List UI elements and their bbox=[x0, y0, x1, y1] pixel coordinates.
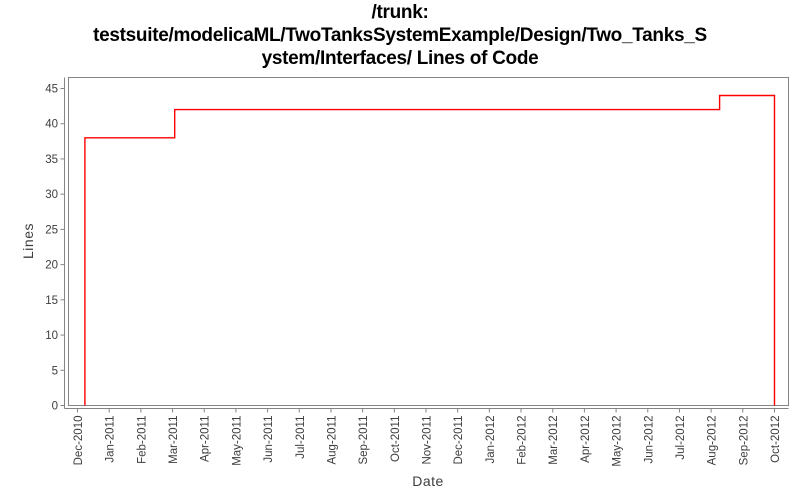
x-tick-label: Feb-2011 bbox=[136, 416, 148, 464]
x-tick-label: Dec-2011 bbox=[453, 416, 465, 465]
x-tick-label: Sep-2012 bbox=[738, 416, 750, 466]
x-tick-label: Mar-2012 bbox=[548, 416, 560, 465]
y-tick-label: 0 bbox=[52, 401, 58, 413]
x-tick-label: Oct-2012 bbox=[770, 416, 782, 463]
series-line bbox=[84, 94, 776, 406]
x-tick-label: Jan-2012 bbox=[485, 416, 497, 464]
x-tick-label: May-2012 bbox=[612, 416, 624, 467]
y-axis-ticks: 0 5 10 15 20 25 30 35 40 45 bbox=[45, 84, 65, 413]
x-tick-label: Apr-2012 bbox=[580, 416, 592, 463]
x-tick-label: May-2011 bbox=[231, 416, 243, 466]
y-tick-label: 10 bbox=[45, 330, 58, 342]
x-tick-label: Jun-2012 bbox=[643, 416, 655, 464]
x-tick-label: Apr-2011 bbox=[200, 416, 212, 462]
y-tick-label: 25 bbox=[45, 224, 58, 236]
x-tick-label: Aug-2012 bbox=[707, 416, 719, 466]
x-tick-label: Aug-2011 bbox=[326, 416, 338, 465]
x-tick-label: Jul-2012 bbox=[675, 416, 687, 460]
x-axis-ticks: Dec-2010 Jan-2011 Feb-2011 Mar-2011 Apr-2011… bbox=[73, 408, 782, 467]
y-tick-label: 5 bbox=[52, 365, 58, 377]
x-tick-label: Sep-2011 bbox=[358, 416, 370, 465]
chart-title-line: /trunk: bbox=[371, 2, 429, 23]
x-tick-label: Feb-2012 bbox=[517, 416, 529, 465]
x-tick-label: Jan-2011 bbox=[105, 416, 117, 463]
x-tick-label: Mar-2011 bbox=[168, 416, 180, 464]
x-tick-label: Jun-2011 bbox=[263, 416, 275, 463]
y-tick-label: 15 bbox=[45, 295, 58, 307]
chart-title-line: testsuite/modelicaML/TwoTanksSystemExamp… bbox=[93, 25, 707, 46]
y-tick-label: 45 bbox=[45, 84, 58, 96]
chart-title-line: ystem/Interfaces/ Lines of Code bbox=[261, 48, 539, 69]
plot-border bbox=[68, 77, 789, 406]
y-tick-label: 35 bbox=[45, 154, 58, 166]
x-axis-title: Date bbox=[412, 473, 444, 489]
y-axis-title: Lines bbox=[20, 223, 36, 259]
y-tick-label: 30 bbox=[45, 189, 58, 201]
x-tick-label: Oct-2011 bbox=[390, 416, 402, 462]
x-tick-label: Dec-2010 bbox=[73, 416, 85, 466]
y-tick-label: 40 bbox=[45, 119, 58, 131]
y-tick-label: 20 bbox=[45, 260, 58, 272]
x-tick-label: Jul-2011 bbox=[295, 416, 307, 459]
chart-title: /trunk: testsuite/modelicaML/TwoTanksSys… bbox=[0, 1, 800, 70]
x-tick-label: Nov-2011 bbox=[421, 416, 433, 465]
